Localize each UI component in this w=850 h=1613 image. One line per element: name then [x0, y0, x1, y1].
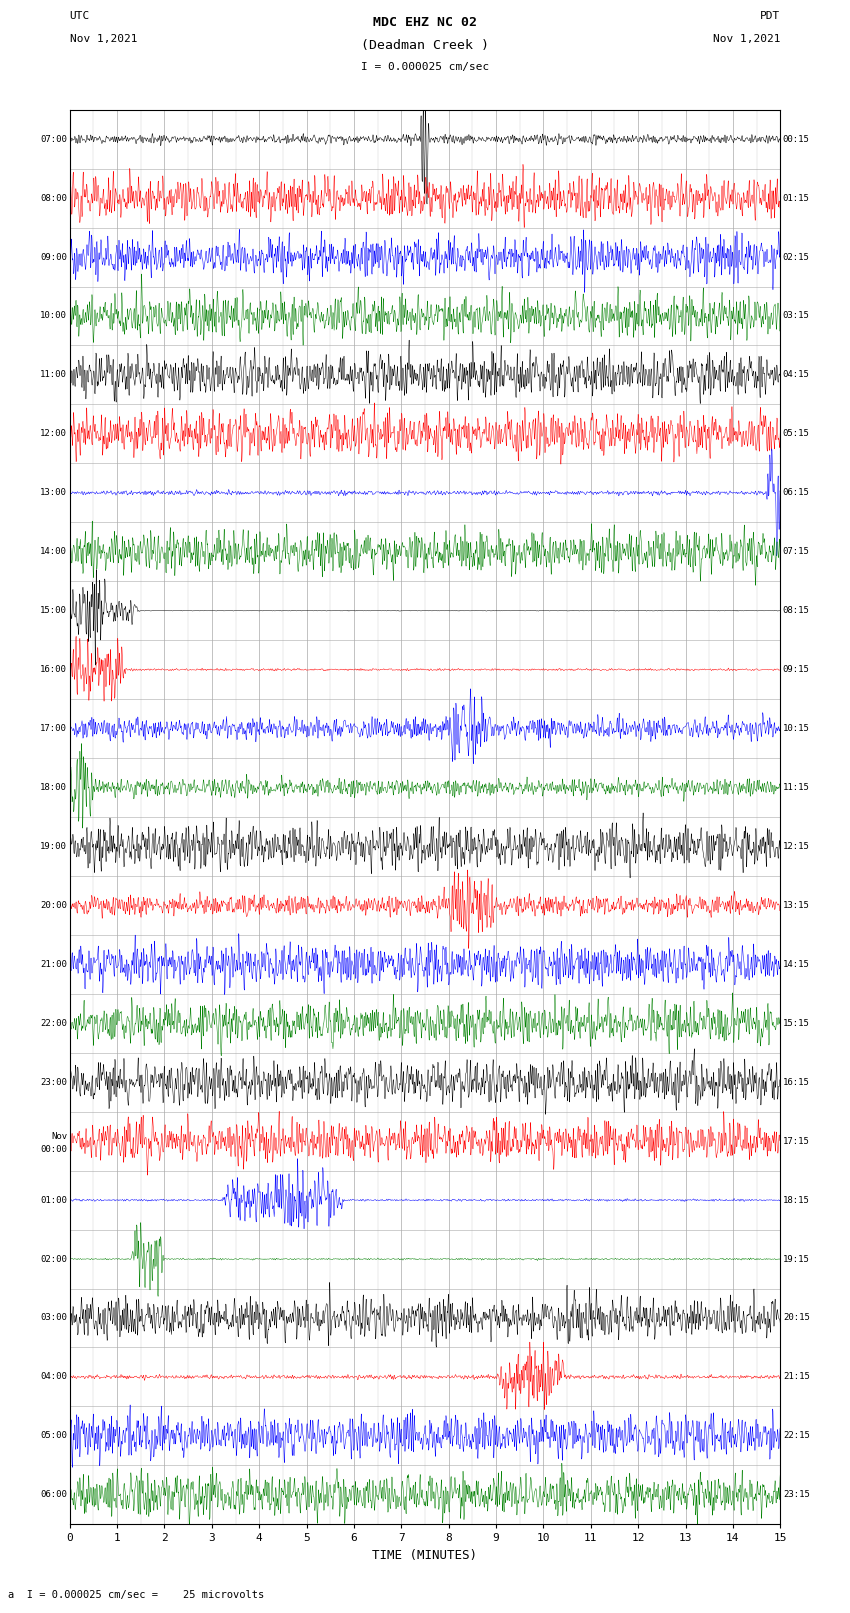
Text: (Deadman Creek ): (Deadman Creek ) — [361, 39, 489, 52]
Text: 23:00: 23:00 — [40, 1077, 67, 1087]
Text: 18:00: 18:00 — [40, 782, 67, 792]
Text: 13:00: 13:00 — [40, 489, 67, 497]
Text: 09:00: 09:00 — [40, 253, 67, 261]
Text: 14:00: 14:00 — [40, 547, 67, 556]
Text: 01:00: 01:00 — [40, 1195, 67, 1205]
Text: 10:00: 10:00 — [40, 311, 67, 321]
Text: 10:15: 10:15 — [783, 724, 810, 732]
Text: Nov 1,2021: Nov 1,2021 — [713, 34, 780, 44]
Text: 22:15: 22:15 — [783, 1431, 810, 1440]
Text: 16:00: 16:00 — [40, 665, 67, 674]
Text: 17:00: 17:00 — [40, 724, 67, 732]
Text: 16:15: 16:15 — [783, 1077, 810, 1087]
Text: 12:00: 12:00 — [40, 429, 67, 439]
Text: 17:15: 17:15 — [783, 1137, 810, 1145]
Text: 15:15: 15:15 — [783, 1019, 810, 1027]
Text: a  I = 0.000025 cm/sec =    25 microvolts: a I = 0.000025 cm/sec = 25 microvolts — [8, 1590, 264, 1600]
Text: 08:15: 08:15 — [783, 606, 810, 615]
Text: 08:00: 08:00 — [40, 194, 67, 203]
Text: 11:15: 11:15 — [783, 782, 810, 792]
Text: MDC EHZ NC 02: MDC EHZ NC 02 — [373, 16, 477, 29]
Text: 15:00: 15:00 — [40, 606, 67, 615]
Text: 03:00: 03:00 — [40, 1313, 67, 1323]
Text: 07:15: 07:15 — [783, 547, 810, 556]
Text: 05:00: 05:00 — [40, 1431, 67, 1440]
Text: 12:15: 12:15 — [783, 842, 810, 852]
Text: I = 0.000025 cm/sec: I = 0.000025 cm/sec — [361, 61, 489, 71]
Text: 06:00: 06:00 — [40, 1490, 67, 1500]
Text: 00:15: 00:15 — [783, 134, 810, 144]
Text: 13:15: 13:15 — [783, 902, 810, 910]
Text: 14:15: 14:15 — [783, 960, 810, 969]
Text: 00:00: 00:00 — [40, 1145, 67, 1153]
Text: 04:00: 04:00 — [40, 1373, 67, 1381]
Text: 21:15: 21:15 — [783, 1373, 810, 1381]
Text: UTC: UTC — [70, 11, 90, 21]
Text: 04:15: 04:15 — [783, 371, 810, 379]
Text: 03:15: 03:15 — [783, 311, 810, 321]
Text: Nov: Nov — [51, 1132, 67, 1140]
Text: 19:00: 19:00 — [40, 842, 67, 852]
Text: 20:15: 20:15 — [783, 1313, 810, 1323]
Text: 20:00: 20:00 — [40, 902, 67, 910]
Text: 18:15: 18:15 — [783, 1195, 810, 1205]
Text: Nov 1,2021: Nov 1,2021 — [70, 34, 137, 44]
Text: 07:00: 07:00 — [40, 134, 67, 144]
Text: 22:00: 22:00 — [40, 1019, 67, 1027]
Text: 21:00: 21:00 — [40, 960, 67, 969]
Text: 23:15: 23:15 — [783, 1490, 810, 1500]
Text: 09:15: 09:15 — [783, 665, 810, 674]
Text: 11:00: 11:00 — [40, 371, 67, 379]
X-axis label: TIME (MINUTES): TIME (MINUTES) — [372, 1548, 478, 1561]
Text: 01:15: 01:15 — [783, 194, 810, 203]
Text: 02:15: 02:15 — [783, 253, 810, 261]
Text: 05:15: 05:15 — [783, 429, 810, 439]
Text: PDT: PDT — [760, 11, 780, 21]
Text: 06:15: 06:15 — [783, 489, 810, 497]
Text: 19:15: 19:15 — [783, 1255, 810, 1263]
Text: 02:00: 02:00 — [40, 1255, 67, 1263]
